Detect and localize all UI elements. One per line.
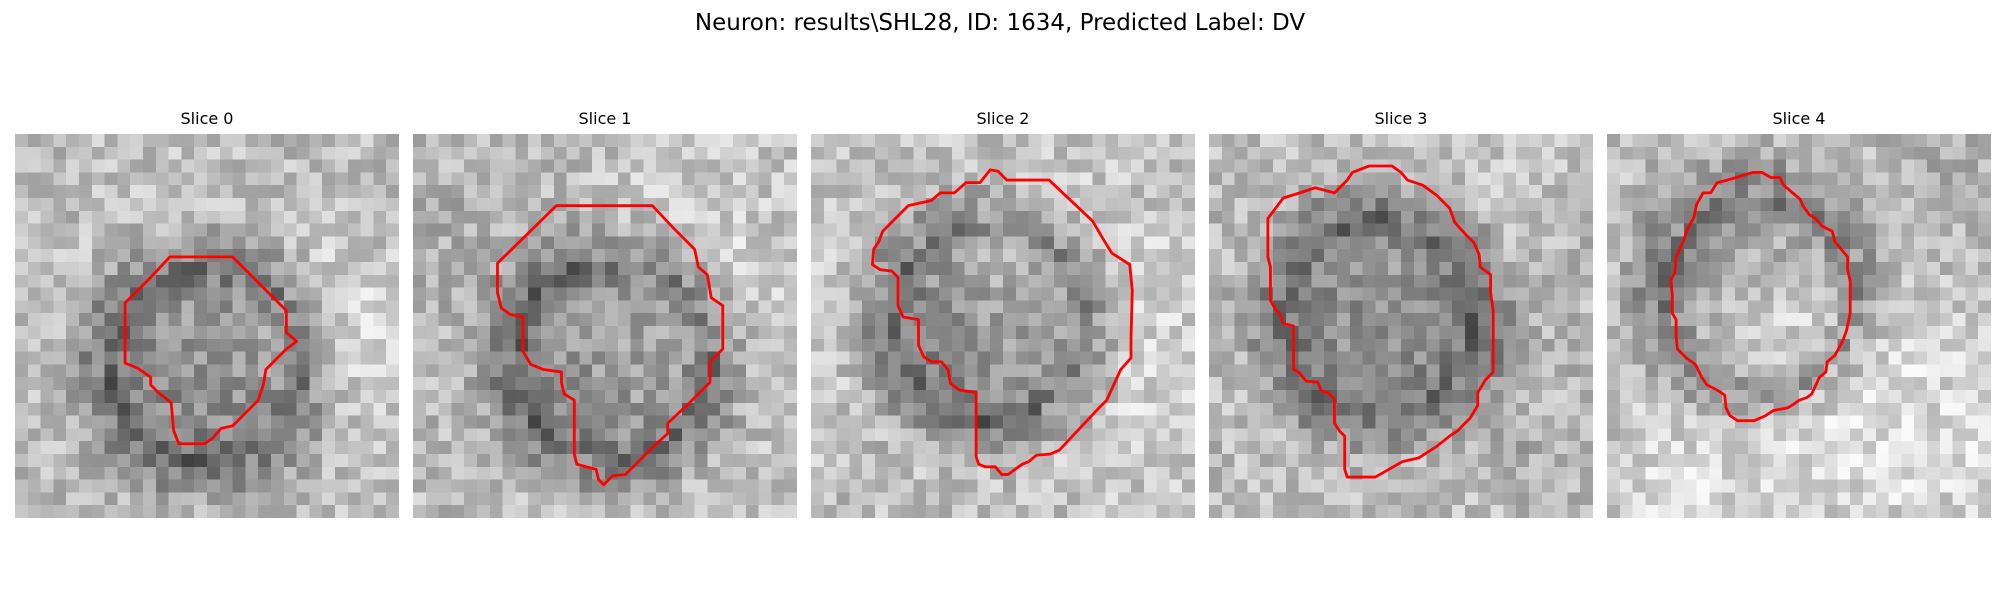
slice-title: Slice 4 <box>1772 109 1826 128</box>
slice-title: Slice 2 <box>976 109 1030 128</box>
slice-panel: Slice 2 <box>811 106 1195 520</box>
slice-image <box>1607 134 1991 518</box>
segmentation-outline <box>1669 170 1852 423</box>
slice-image <box>15 134 399 518</box>
slice-panel: Slice 0 <box>15 106 399 520</box>
segmentation-outline <box>871 168 1134 476</box>
slice-image <box>811 134 1195 518</box>
segmentation-outline <box>496 204 725 487</box>
slice-title: Slice 3 <box>1374 109 1428 128</box>
slice-image <box>1209 134 1593 518</box>
slice-image <box>413 134 797 518</box>
slice-panel: Slice 1 <box>413 106 797 520</box>
slice-panel: Slice 3 <box>1209 106 1593 520</box>
slice-title: Slice 1 <box>578 109 632 128</box>
segmentation-outline <box>1266 164 1495 479</box>
segmentation-outline <box>123 255 299 446</box>
figure-title: Neuron: results\SHL28, ID: 1634, Predict… <box>694 10 1306 36</box>
slice-panel: Slice 4 <box>1607 106 1991 520</box>
slice-title: Slice 0 <box>180 109 234 128</box>
